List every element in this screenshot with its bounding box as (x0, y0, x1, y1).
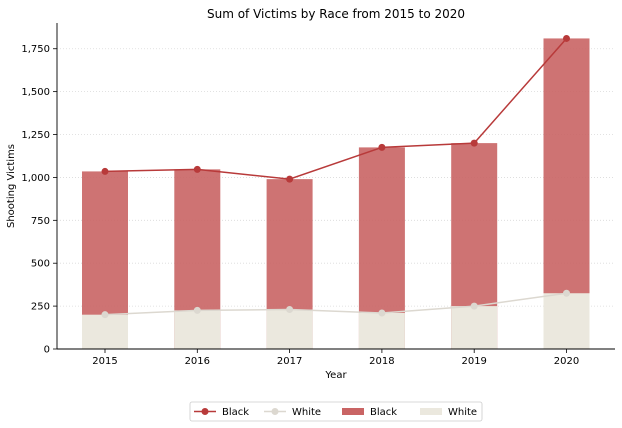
point-black-2017 (286, 175, 294, 183)
y-tick-label: 1,500 (21, 87, 50, 98)
bar-white-2017 (266, 309, 313, 349)
legend-swatch-bar-black (342, 408, 364, 415)
legend-swatch-marker-white (271, 408, 279, 415)
x-tick-label: 2019 (461, 356, 486, 367)
legend-label-black: Black (370, 407, 397, 418)
bars (82, 38, 590, 349)
chart-title: Sum of Victims by Race from 2015 to 2020 (207, 7, 465, 21)
x-tick-label: 2017 (277, 356, 302, 367)
axes: 0 250 500 750 1,000 1,250 1,500 1,750 2015 2016 20… (21, 23, 615, 367)
point-white-2016 (193, 306, 201, 314)
series-lines (101, 34, 570, 319)
legend-label-white: White (448, 407, 477, 418)
x-tick-label: 2015 (92, 356, 117, 367)
bar-white-2020 (543, 293, 590, 349)
x-tick-label: 2018 (369, 356, 394, 367)
line-white (104, 292, 567, 316)
point-black-2016 (193, 165, 201, 173)
y-axis-title: Shooting Victims (6, 144, 17, 228)
x-axis-title: Year (324, 370, 347, 381)
y-tick-label: 1,750 (21, 44, 50, 55)
y-tick-label: 250 (31, 302, 50, 313)
point-white-2018 (378, 309, 386, 317)
point-black-2020 (563, 34, 570, 42)
bar-white-2015 (82, 314, 128, 349)
point-white-2015 (101, 311, 109, 319)
point-white-2019 (470, 302, 478, 310)
y-tick-label: 500 (31, 259, 50, 270)
legend-label-white: White (292, 407, 321, 418)
y-tick-label: 1,000 (21, 173, 50, 184)
legend-swatch-bar-white (420, 408, 442, 415)
y-tick-label: 750 (31, 216, 50, 227)
bar-white-2016 (174, 310, 221, 349)
point-black-2015 (101, 167, 109, 175)
x-tick-label: 2020 (554, 356, 579, 367)
grid-lines (57, 48, 615, 307)
legend-box (189, 401, 483, 422)
point-white-2017 (286, 306, 294, 314)
point-white-2020 (563, 289, 570, 297)
point-black-2018 (378, 143, 386, 151)
legend-label-black: Black (222, 407, 249, 418)
y-tick-label: 0 (44, 345, 50, 356)
bar-white-2019 (451, 306, 498, 349)
point-black-2019 (470, 139, 478, 147)
legend: Black White Black White (189, 401, 483, 422)
line-black (104, 37, 568, 180)
bar-white-2018 (358, 312, 405, 349)
x-tick-label: 2016 (185, 356, 210, 367)
legend-swatch-marker-black (201, 408, 209, 415)
y-tick-label: 1,250 (21, 130, 50, 141)
